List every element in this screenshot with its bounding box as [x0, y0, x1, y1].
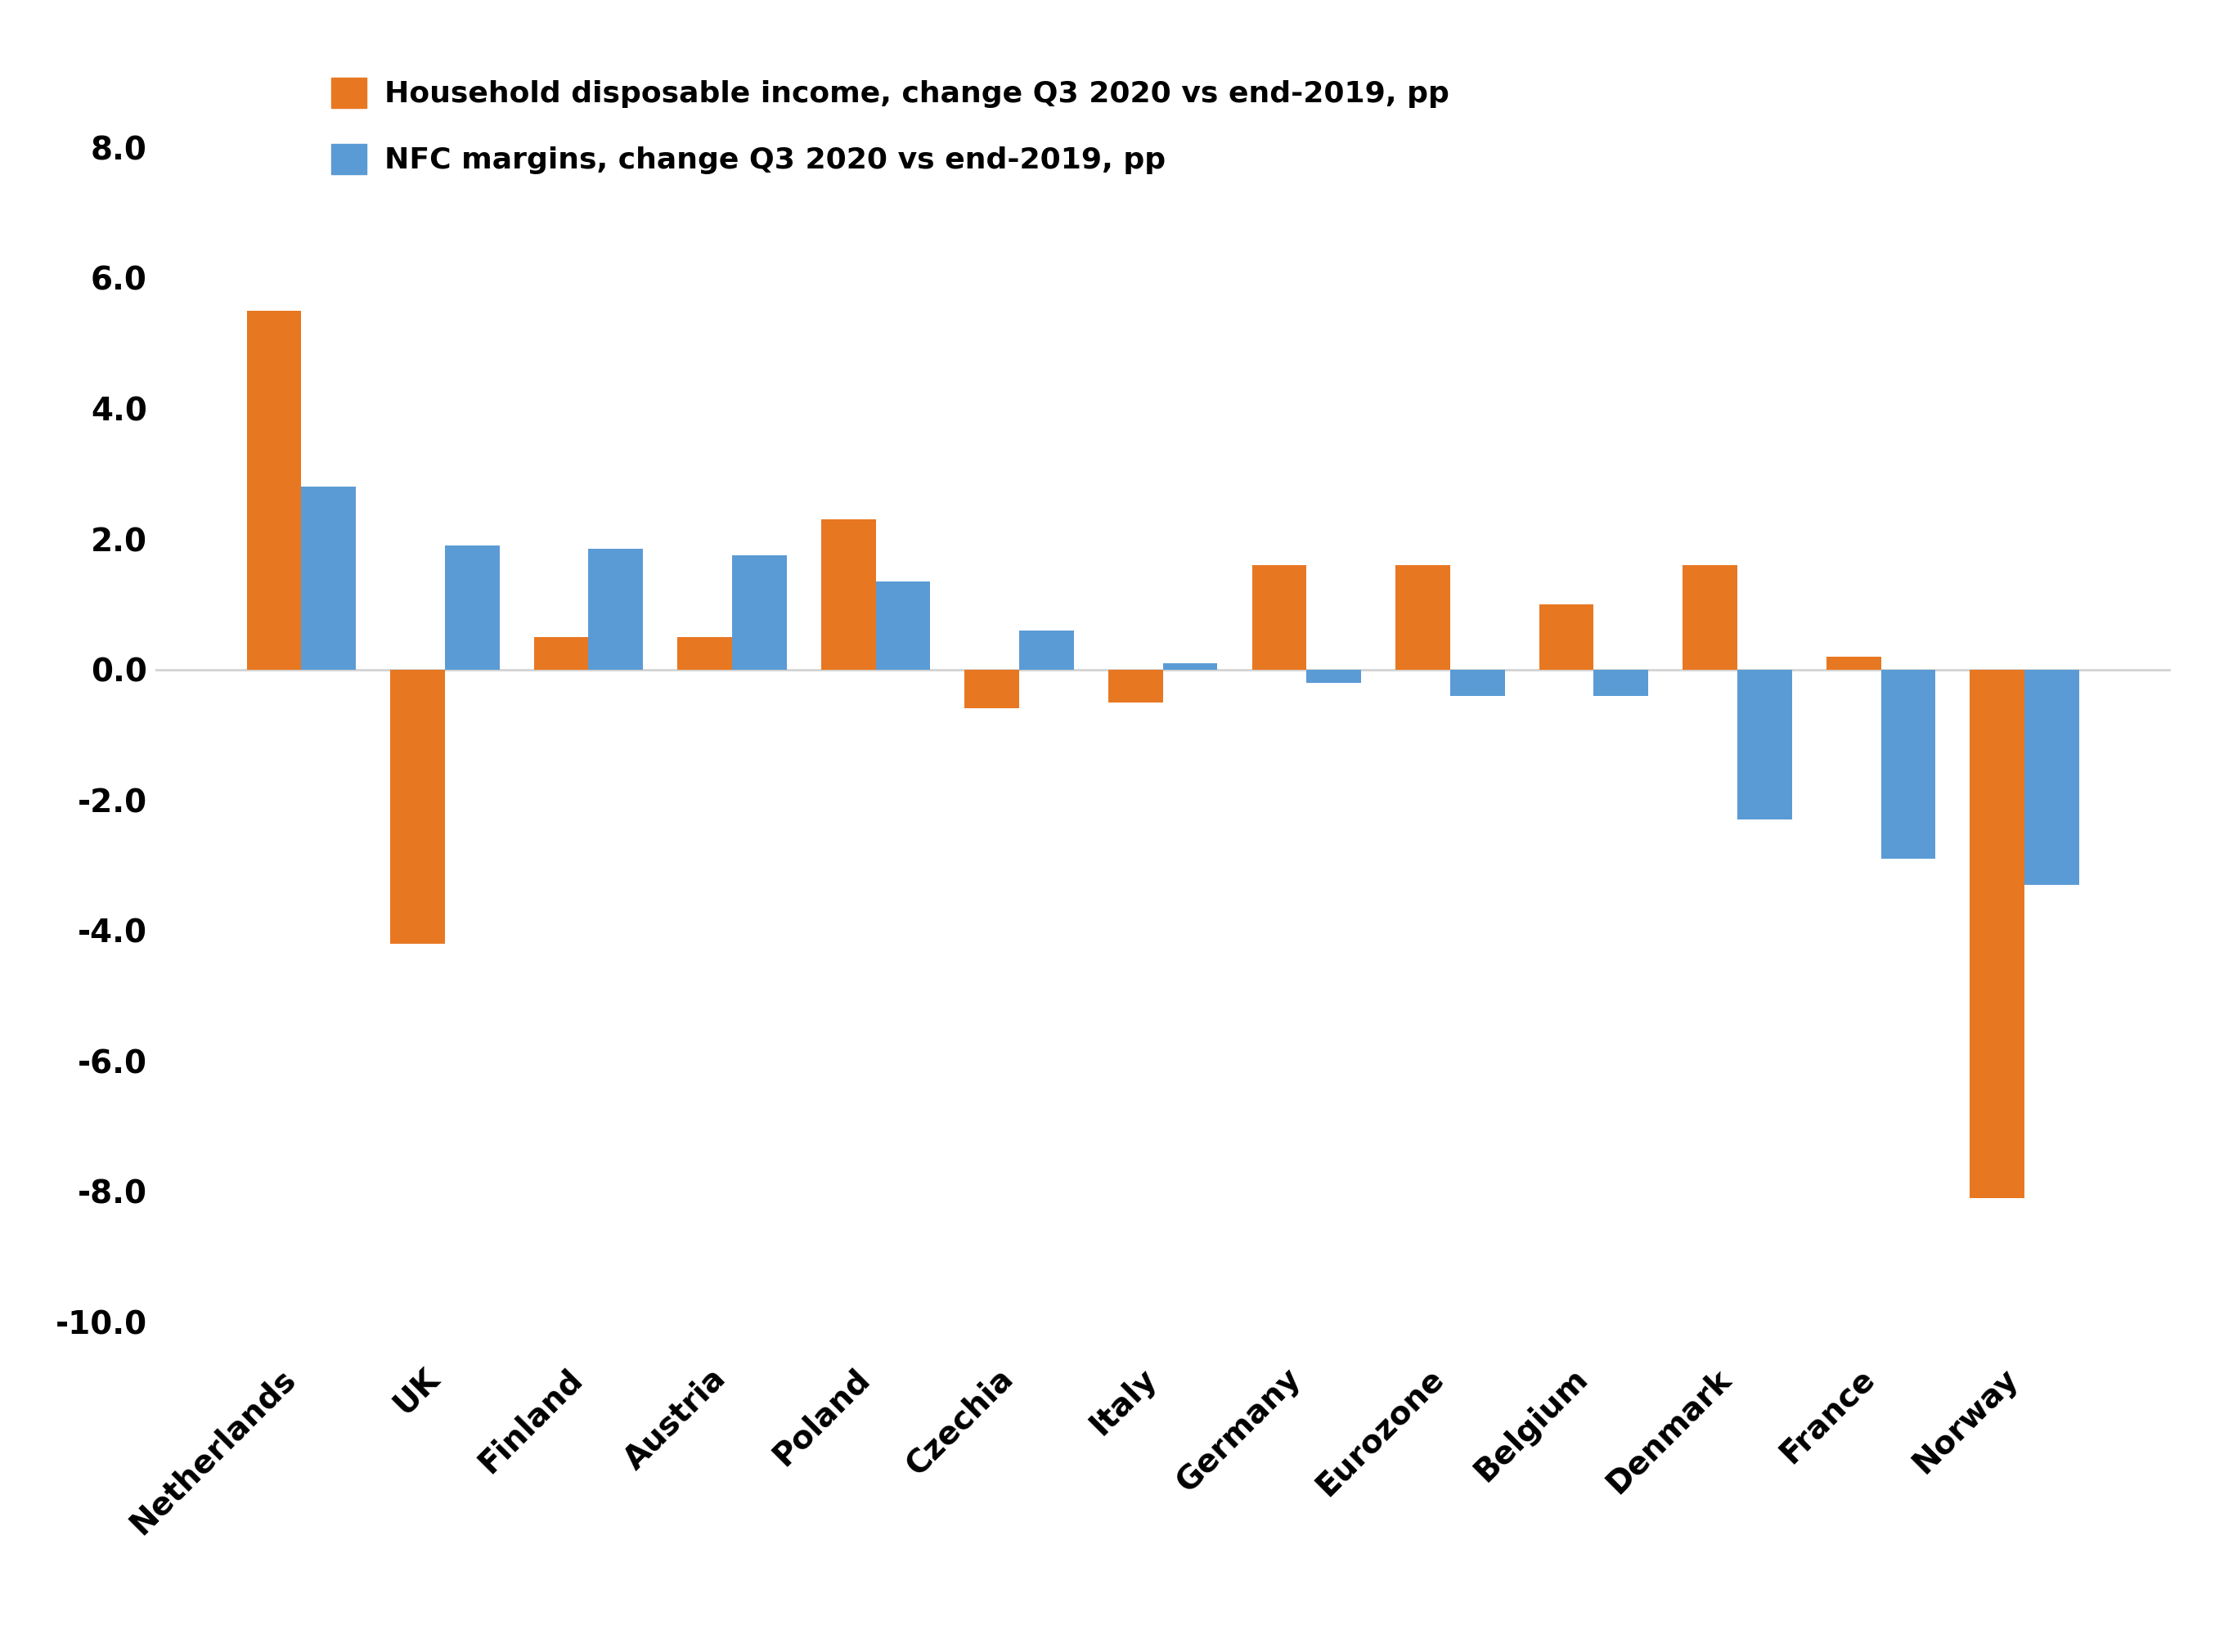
Bar: [301, 487, 357, 669]
Bar: [390, 669, 445, 943]
Bar: [1019, 631, 1074, 669]
Bar: [1108, 669, 1163, 702]
Bar: [1307, 669, 1360, 682]
Bar: [678, 638, 733, 669]
Bar: [822, 519, 875, 669]
Bar: [1737, 669, 1792, 819]
Bar: [966, 669, 1019, 709]
Bar: [1251, 565, 1307, 669]
Bar: [1593, 669, 1648, 695]
Bar: [445, 545, 498, 669]
Bar: [1683, 565, 1737, 669]
Bar: [1395, 565, 1451, 669]
Bar: [1827, 656, 1881, 669]
Bar: [1539, 605, 1593, 669]
Bar: [1163, 662, 1218, 669]
Bar: [733, 555, 786, 669]
Bar: [875, 582, 930, 669]
Bar: [589, 548, 642, 669]
Bar: [1969, 669, 2025, 1198]
Bar: [2025, 669, 2080, 885]
Bar: [1451, 669, 1504, 695]
Bar: [1881, 669, 1936, 859]
Bar: [534, 638, 589, 669]
Bar: [246, 311, 301, 669]
Legend: Household disposable income, change Q3 2020 vs end-2019, pp, NFC margins, change: Household disposable income, change Q3 2…: [330, 78, 1449, 175]
